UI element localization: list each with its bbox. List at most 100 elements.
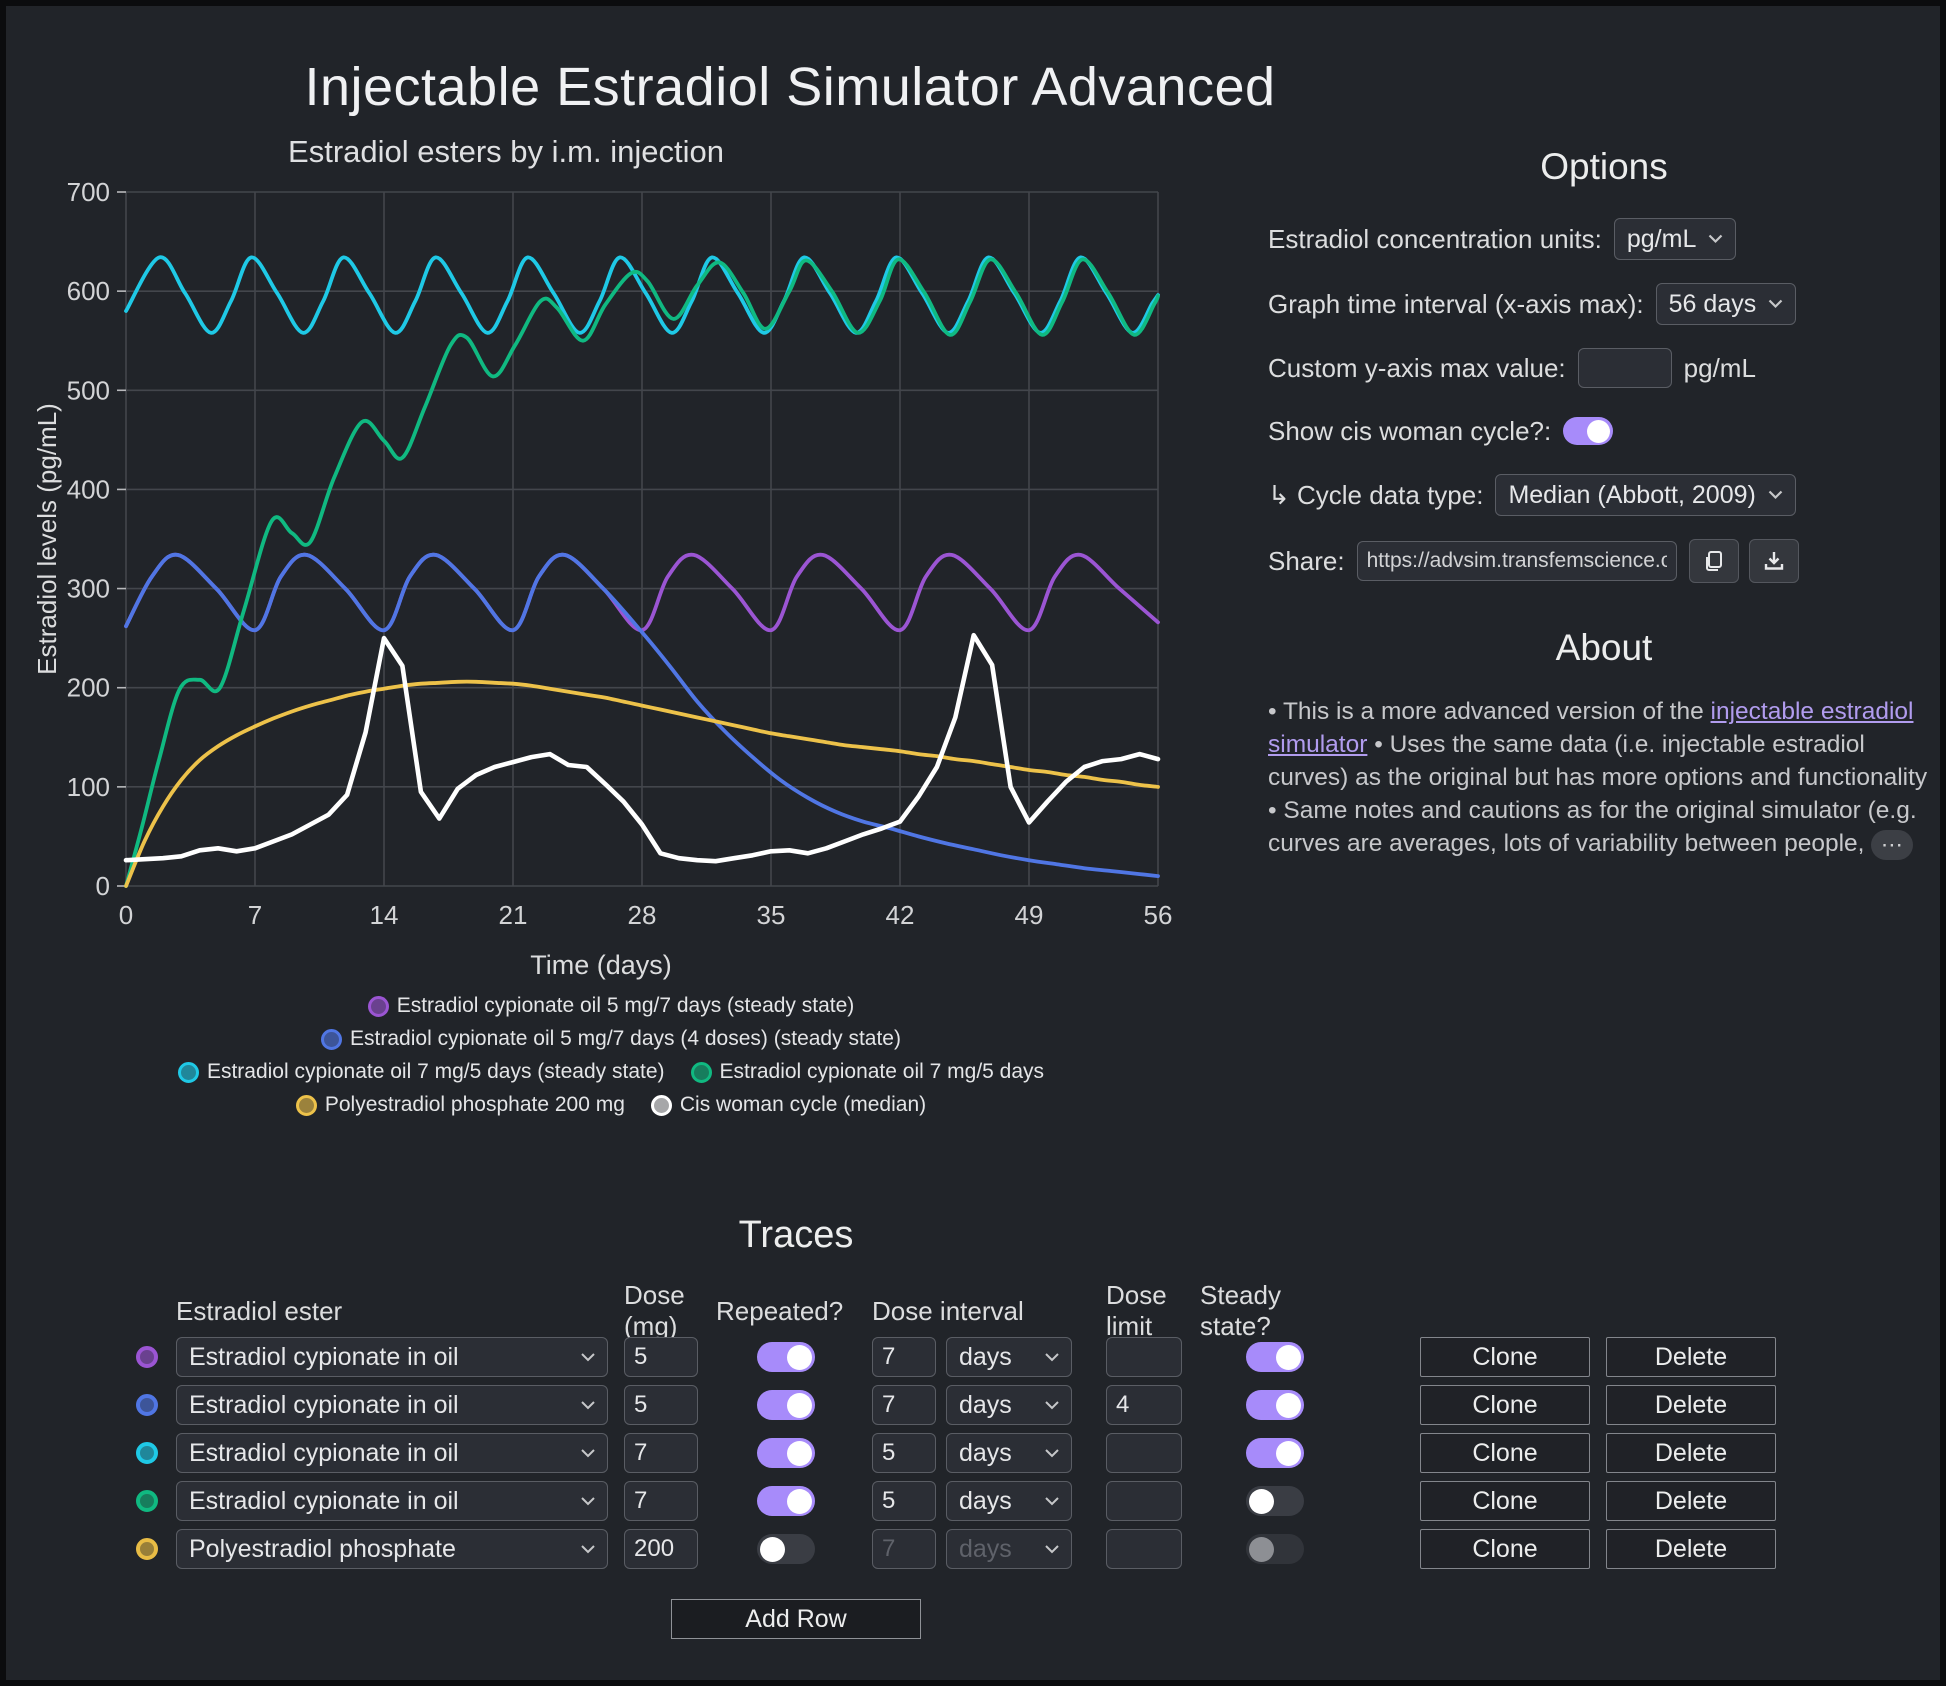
dose-input[interactable]	[624, 1529, 698, 1569]
chevron-down-icon	[1045, 1448, 1059, 1457]
x-tick-label: 28	[628, 900, 657, 930]
repeated-toggle[interactable]	[757, 1390, 815, 1420]
ester-select[interactable]: Estradiol cypionate in oil	[176, 1433, 608, 1473]
copy-link-button[interactable]	[1688, 539, 1739, 583]
legend-item[interactable]: Estradiol cypionate oil 7 mg/5 days (ste…	[177, 1060, 665, 1084]
interval-unit-select[interactable]: days	[946, 1337, 1072, 1377]
dose-interval-input[interactable]	[872, 1337, 936, 1377]
delete-button[interactable]: Delete	[1606, 1529, 1776, 1569]
delete-button[interactable]: Delete	[1606, 1481, 1776, 1521]
x-tick-label: 56	[1144, 900, 1173, 930]
x-tick-label: 14	[370, 900, 399, 930]
legend-marker-icon	[321, 1028, 343, 1050]
ymax-row: Custom y-axis max value: pg/mL	[1268, 348, 1940, 388]
legend-item[interactable]: Estradiol cypionate oil 5 mg/7 days (ste…	[367, 994, 854, 1018]
traces-table: Estradiol ester Dose (mg) Repeated? Dose in…	[6, 1280, 1940, 1573]
legend-marker-icon	[650, 1094, 672, 1116]
legend-label: Cis woman cycle (median)	[679, 1093, 927, 1116]
y-axis-max-input[interactable]	[1577, 348, 1672, 388]
dose-limit-input[interactable]	[1106, 1529, 1182, 1569]
trace-color-dot	[136, 1490, 158, 1512]
share-url-input[interactable]	[1356, 541, 1677, 581]
dose-limit-input[interactable]	[1106, 1481, 1182, 1521]
dose-input[interactable]	[624, 1433, 698, 1473]
steady-state-toggle[interactable]	[1246, 1438, 1304, 1468]
trace-color-dot	[136, 1394, 158, 1416]
clone-button[interactable]: Clone	[1420, 1433, 1590, 1473]
simulator-link[interactable]: injectable estradiol simulator	[1268, 698, 1914, 758]
dose-limit-input[interactable]	[1106, 1385, 1182, 1425]
cis-cycle-toggle[interactable]	[1563, 417, 1614, 445]
ymax-unit: pg/mL	[1683, 352, 1756, 383]
trace-row: Estradiol cypionate in oil days Clone Delet…	[6, 1381, 1940, 1429]
download-icon	[1764, 552, 1783, 570]
ester-select[interactable]: Estradiol cypionate in oil	[176, 1337, 608, 1377]
trace-color-dot	[136, 1442, 158, 1464]
steady-state-toggle	[1246, 1534, 1304, 1564]
dose-limit-input[interactable]	[1106, 1337, 1182, 1377]
dose-input[interactable]	[624, 1385, 698, 1425]
steady-state-toggle[interactable]	[1246, 1390, 1304, 1420]
column-header: Dose (mg)	[624, 1280, 685, 1341]
clone-button[interactable]: Clone	[1420, 1529, 1590, 1569]
expand-ellipsis-button[interactable]: ⋯	[1871, 829, 1914, 860]
legend-item[interactable]: Estradiol cypionate oil 7 mg/5 days	[690, 1060, 1044, 1084]
chevron-down-icon	[581, 1400, 595, 1409]
chevron-down-icon	[1045, 1496, 1059, 1505]
dose-interval-input[interactable]	[872, 1385, 936, 1425]
dose-interval-input[interactable]	[872, 1481, 936, 1521]
estradiol-chart: 0 100 200 300 400 500 600 700 0 7 14 21 28 35 42 49 56 Es…	[26, 128, 1186, 999]
repeated-toggle[interactable]	[757, 1438, 815, 1468]
dose-input[interactable]	[624, 1481, 698, 1521]
clone-button[interactable]: Clone	[1420, 1337, 1590, 1377]
units-select[interactable]: pg/mL	[1613, 218, 1737, 260]
legend-item[interactable]: Estradiol cypionate oil 5 mg/7 days (4 d…	[321, 1027, 901, 1051]
traces-section: Traces Estradiol ester Dose (mg) Repeated?…	[6, 1214, 1940, 1639]
chevron-down-icon	[1045, 1544, 1059, 1553]
dose-input[interactable]	[624, 1337, 698, 1377]
x-tick-label: 7	[248, 900, 262, 930]
ester-select[interactable]: Polyestradiol phosphate	[176, 1529, 608, 1569]
x-tick-label: 35	[757, 900, 786, 930]
x-tick-label: 42	[886, 900, 915, 930]
delete-button[interactable]: Delete	[1606, 1385, 1776, 1425]
about-text: • This is a more advanced version of the…	[1268, 695, 1940, 860]
download-button[interactable]	[1748, 539, 1799, 583]
traces-header-row: Estradiol ester Dose (mg) Repeated? Dose in…	[6, 1280, 1940, 1341]
time-interval-label: Graph time interval (x-axis max):	[1268, 288, 1644, 319]
interval-unit-select[interactable]: days	[946, 1481, 1072, 1521]
steady-state-toggle[interactable]	[1246, 1342, 1304, 1372]
ymax-label: Custom y-axis max value:	[1268, 352, 1566, 383]
ester-select[interactable]: Estradiol cypionate in oil	[176, 1481, 608, 1521]
column-header: Dose limit	[1106, 1280, 1167, 1341]
interval-unit-select: days	[946, 1529, 1072, 1569]
repeated-toggle[interactable]	[757, 1342, 815, 1372]
dose-interval-input	[872, 1529, 936, 1569]
legend-item[interactable]: Polyestradiol phosphate 200 mg	[295, 1093, 625, 1117]
dose-limit-input[interactable]	[1106, 1433, 1182, 1473]
app-page: Injectable Estradiol Simulator Advanced …	[6, 6, 1940, 1680]
delete-button[interactable]: Delete	[1606, 1433, 1776, 1473]
add-row-button[interactable]: Add Row	[671, 1599, 921, 1639]
dose-interval-input[interactable]	[872, 1433, 936, 1473]
repeated-toggle[interactable]	[757, 1486, 815, 1516]
cycle-type-select[interactable]: Median (Abbott, 2009)	[1495, 474, 1796, 516]
steady-state-toggle[interactable]	[1246, 1486, 1304, 1516]
ester-select[interactable]: Estradiol cypionate in oil	[176, 1385, 608, 1425]
units-row: Estradiol concentration units: pg/mL	[1268, 218, 1940, 260]
repeated-toggle[interactable]	[757, 1534, 815, 1564]
legend-label: Polyestradiol phosphate 200 mg	[324, 1093, 625, 1116]
delete-button[interactable]: Delete	[1606, 1337, 1776, 1377]
x-tick-label: 49	[1015, 900, 1044, 930]
legend-marker-icon	[690, 1061, 712, 1083]
clone-button[interactable]: Clone	[1420, 1481, 1590, 1521]
legend-item[interactable]: Cis woman cycle (median)	[650, 1093, 927, 1117]
cycle-type-label: ↳ Cycle data type:	[1268, 479, 1484, 510]
clone-button[interactable]: Clone	[1420, 1385, 1590, 1425]
time-interval-select[interactable]: 56 days	[1655, 283, 1797, 325]
interval-unit-select[interactable]: days	[946, 1433, 1072, 1473]
legend-marker-icon	[367, 995, 389, 1017]
legend-row: Estradiol cypionate oil 5 mg/7 days (4 d…	[321, 1027, 901, 1051]
interval-unit-select[interactable]: days	[946, 1385, 1072, 1425]
legend-marker-icon	[295, 1094, 317, 1116]
